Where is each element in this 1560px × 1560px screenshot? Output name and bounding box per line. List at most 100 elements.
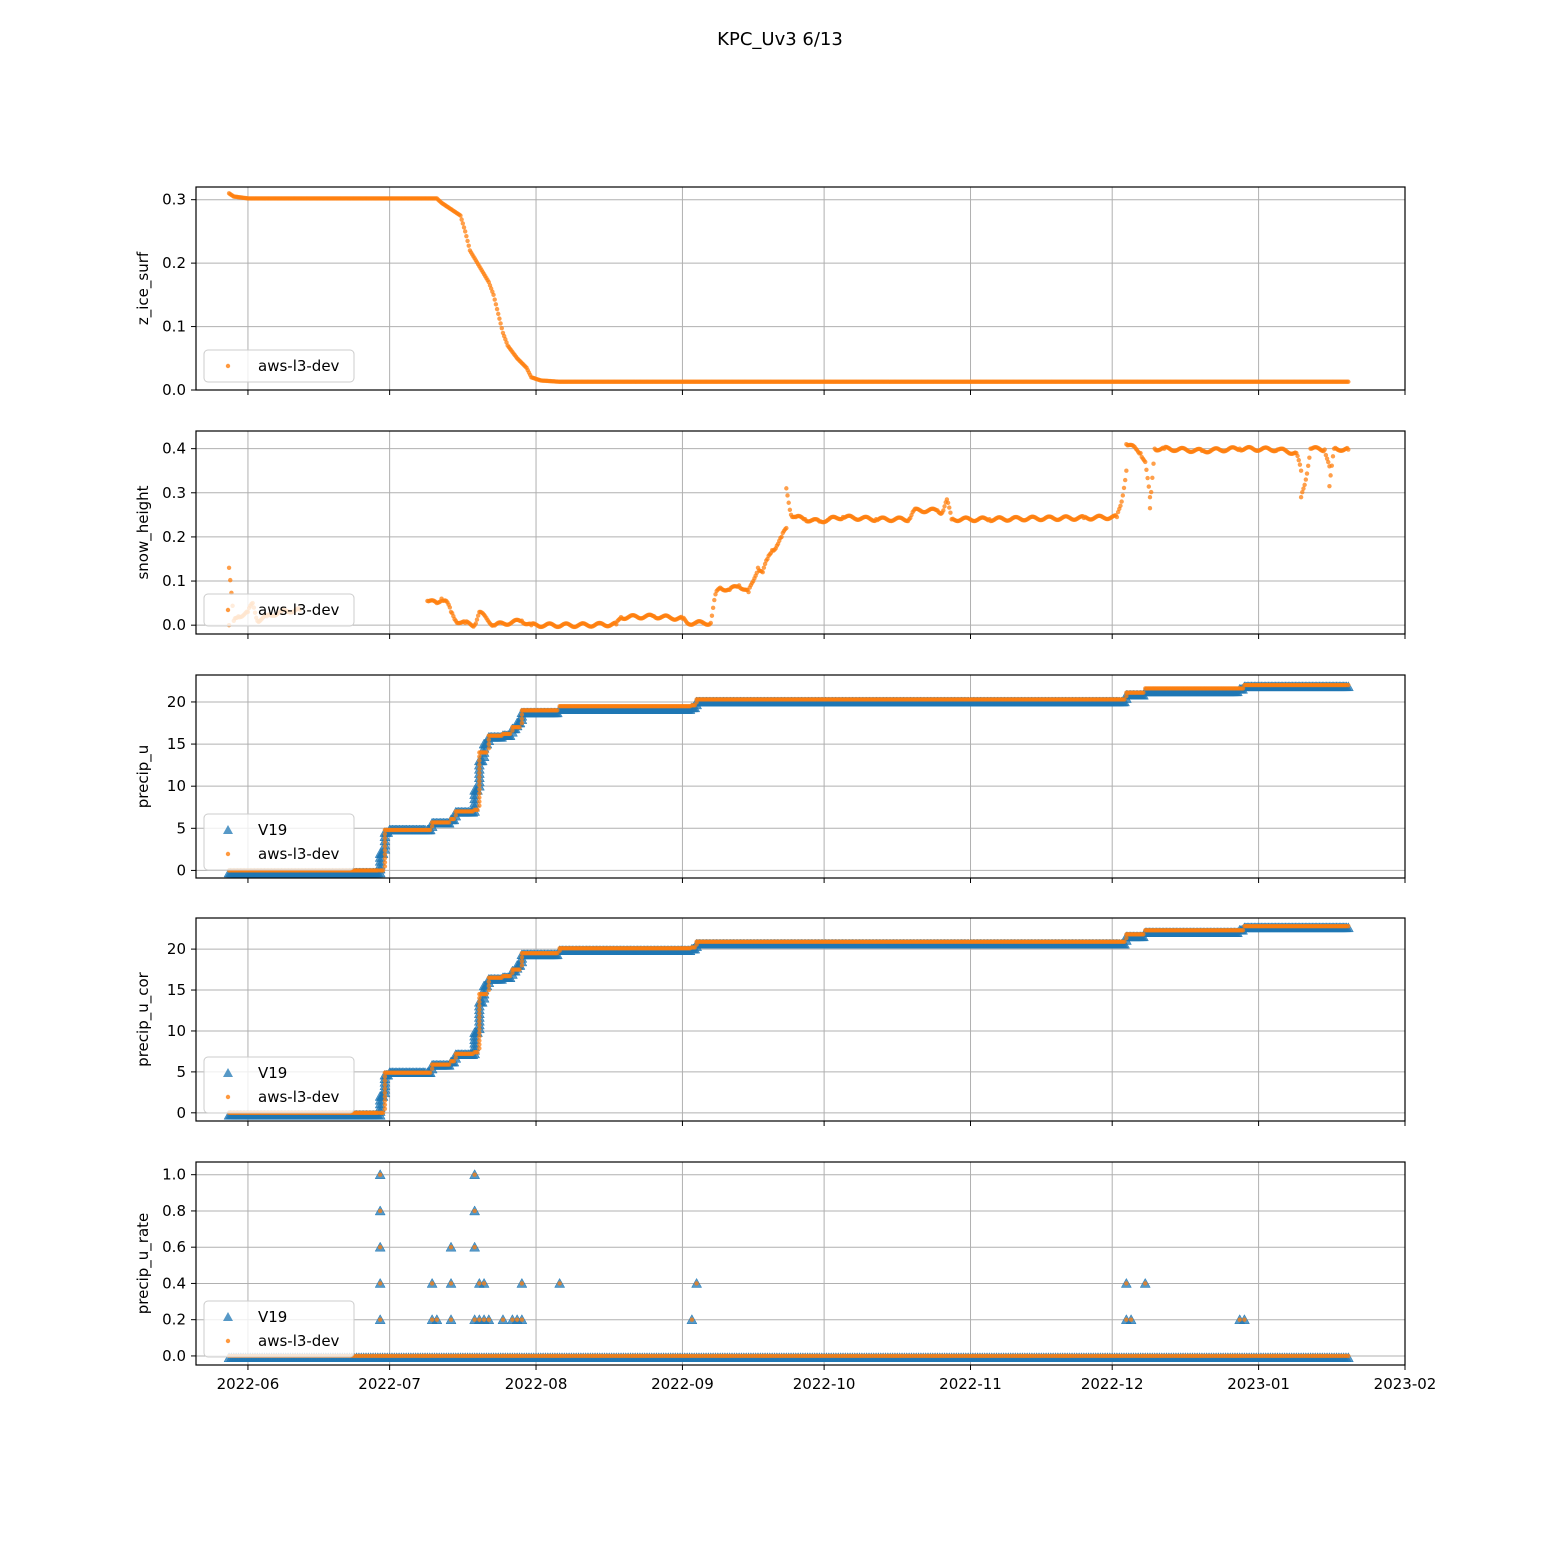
data-point-aws-l3-dev <box>451 816 457 822</box>
data-point-aws-l3-dev <box>1138 450 1143 456</box>
data-point-aws-l3-dev <box>466 243 471 248</box>
data-point-aws-l3-dev <box>477 1034 482 1039</box>
y-axis-label: precip_u <box>134 745 153 809</box>
data-point-aws-l3-dev <box>1323 452 1329 458</box>
data-point-aws-l3-dev <box>491 292 496 298</box>
data-point-aws-l3-dev <box>1297 462 1303 467</box>
data-point-aws-l3-dev <box>948 510 953 515</box>
data-point-aws-l3-dev <box>1143 459 1148 465</box>
axes-frame <box>195 674 1406 879</box>
legend-marker-aws-l3-dev <box>225 607 231 613</box>
data-point-aws-l3-dev <box>517 725 522 730</box>
data-point-aws-l3-dev <box>477 762 482 767</box>
data-point-aws-l3-dev <box>1118 503 1123 508</box>
data-point-aws-l3-dev <box>477 774 482 780</box>
legend: V19 aws-l3-dev <box>203 813 355 871</box>
data-point-aws-l3-dev <box>507 731 513 737</box>
data-point-aws-l3-dev <box>947 505 952 510</box>
data-point-aws-l3-dev <box>1295 453 1300 459</box>
y-tick-label: 0.3 <box>162 191 186 209</box>
data-point-aws-l3-dev <box>712 597 717 603</box>
data-point-aws-l3-dev <box>382 856 388 861</box>
data-point-aws-l3-dev <box>461 225 467 230</box>
data-point-aws-l3-dev <box>477 1015 482 1020</box>
data-point-aws-l3-dev <box>1147 494 1153 500</box>
data-point-aws-l3-dev <box>519 716 525 722</box>
data-point-aws-l3-dev <box>762 561 768 567</box>
data-point-aws-l3-dev <box>382 835 388 841</box>
y-tick-label: 20 <box>167 940 186 958</box>
data-point-aws-l3-dev <box>382 864 388 869</box>
data-point-aws-l3-dev <box>477 1030 482 1036</box>
data-point-aws-l3-dev <box>1122 697 1127 702</box>
data-point-aws-l3-dev <box>786 500 791 505</box>
data-point-aws-l3-dev <box>382 1074 388 1079</box>
data-point-aws-l3-dev <box>944 497 950 502</box>
data-point-aws-l3-dev <box>477 778 482 784</box>
data-point-aws-l3-dev <box>498 321 503 326</box>
y-tick-label: 10 <box>167 1022 186 1040</box>
data-point-aws-l3-dev <box>1303 477 1309 482</box>
data-point-aws-l3-dev <box>453 1055 458 1060</box>
data-point-aws-l3-dev <box>1121 485 1127 491</box>
legend: aws-l3-dev <box>203 593 355 627</box>
y-tick-label: 10 <box>167 777 186 795</box>
data-point-aws-l3-dev <box>475 807 480 812</box>
data-point-aws-l3-dev <box>1326 459 1331 465</box>
data-point-aws-l3-dev <box>477 995 482 1001</box>
data-point-aws-l3-dev <box>761 565 767 570</box>
data-point-aws-l3-dev <box>473 621 479 626</box>
data-point-aws-l3-dev <box>459 217 464 222</box>
axes-frame <box>195 430 1406 635</box>
data-point-aws-l3-dev <box>477 791 482 796</box>
legend-box <box>203 813 355 871</box>
data-point-aws-l3-dev <box>382 848 388 853</box>
data-point-aws-l3-dev <box>477 1011 482 1016</box>
legend-label: aws-l3-dev <box>258 845 340 863</box>
figure-title: KPC_Uv3 6/13 <box>717 29 843 50</box>
data-point-aws-l3-dev <box>477 803 482 808</box>
data-point-aws-l3-dev <box>477 787 482 792</box>
data-point-aws-l3-dev <box>1148 489 1154 495</box>
data-point-aws-l3-dev <box>1145 475 1150 481</box>
data-point-aws-l3-dev <box>382 852 388 857</box>
data-point-aws-l3-dev <box>477 1019 482 1024</box>
legend-box <box>203 349 355 383</box>
data-point-aws-l3-dev <box>382 1106 388 1112</box>
data-point-aws-l3-dev <box>1298 468 1304 473</box>
y-tick-label: 0.2 <box>162 254 186 272</box>
data-point-aws-l3-dev <box>477 754 482 759</box>
data-point-aws-l3-dev <box>1307 455 1312 460</box>
data-point-aws-l3-dev <box>446 820 452 825</box>
data-point-aws-l3-dev <box>477 1042 482 1047</box>
data-point-aws-l3-dev <box>382 1082 388 1087</box>
data-point-aws-l3-dev <box>458 213 463 218</box>
data-point-aws-l3-dev <box>1150 475 1155 481</box>
y-tick-label: 5 <box>176 819 186 837</box>
series-aws-l3-dev <box>226 442 1351 630</box>
data-point-aws-l3-dev <box>477 1022 482 1028</box>
plot-area <box>223 922 1354 1120</box>
data-point-aws-l3-dev <box>1346 379 1351 384</box>
data-point-aws-l3-dev <box>382 1094 388 1099</box>
data-point-aws-l3-dev <box>484 991 489 997</box>
data-point-aws-l3-dev <box>945 500 951 505</box>
data-point-aws-l3-dev <box>710 605 716 611</box>
data-point-aws-l3-dev <box>382 1090 388 1095</box>
data-point-aws-l3-dev <box>226 565 232 571</box>
data-point-aws-l3-dev <box>499 325 504 331</box>
data-point-aws-l3-dev <box>382 831 388 837</box>
data-point-aws-l3-dev <box>507 973 513 979</box>
data-point-aws-l3-dev <box>1114 514 1120 520</box>
data-point-aws-l3-dev <box>787 507 793 513</box>
data-point-aws-l3-dev <box>1151 461 1156 466</box>
data-point-aws-l3-dev <box>494 306 500 312</box>
data-point-aws-l3-dev <box>382 860 388 865</box>
y-tick-label: 15 <box>167 735 186 753</box>
legend-label: V19 <box>258 821 287 839</box>
y-tick-label: 0.1 <box>162 572 186 590</box>
subplot-panels: 0.00.10.20.3z_ice_surfaws-l3-dev0.00.10.… <box>134 186 1436 1393</box>
y-axis-label: precip_u_cor <box>134 971 153 1066</box>
data-point-aws-l3-dev <box>462 229 468 234</box>
